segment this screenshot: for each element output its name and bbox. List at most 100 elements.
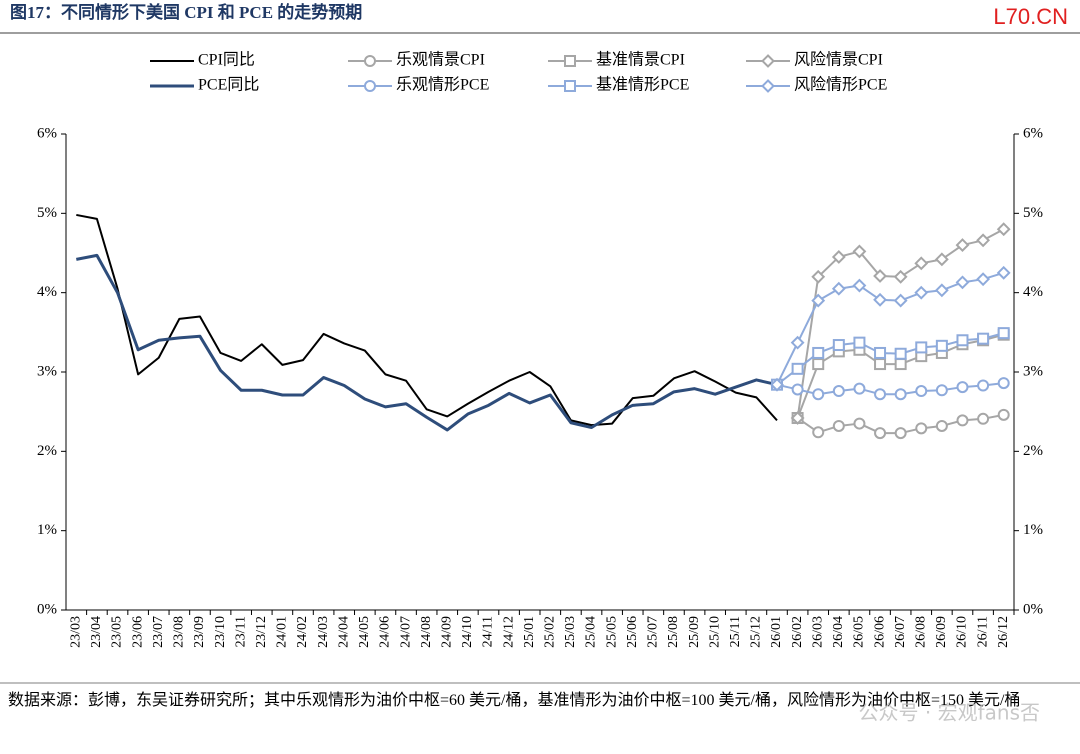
point (853, 336, 866, 349)
x-tick-label: 24/10 (460, 616, 475, 648)
point (873, 269, 887, 283)
point (874, 388, 887, 401)
x-tick-label: 23/06 (130, 616, 145, 648)
point (832, 419, 845, 432)
y-tick-label: 4% (37, 284, 57, 300)
point (893, 293, 908, 308)
x-tick-label: 25/07 (646, 616, 661, 648)
point (997, 327, 1010, 340)
point (977, 412, 990, 425)
legend-marker (364, 55, 376, 67)
x-tick-label: 24/05 (357, 616, 372, 648)
x-tick-label: 25/01 (522, 616, 537, 648)
x-tick-label: 26/08 (913, 616, 928, 648)
point (790, 335, 805, 350)
point (831, 281, 846, 296)
point (832, 385, 845, 398)
point (811, 293, 826, 308)
y-tick-label: 1% (37, 522, 57, 538)
x-tick-label: 24/02 (295, 616, 310, 648)
x-tick-label: 24/03 (316, 616, 331, 648)
series-line (76, 213, 778, 427)
source-box: 数据来源：彭博，东吴证券研究所；其中乐观情形为油价中枢=60 美元/桶，基准情形… (8, 692, 1020, 709)
legend-label: 基准情形PCE (596, 76, 689, 94)
point (956, 414, 969, 427)
x-tick-label: 24/12 (501, 616, 516, 648)
point (976, 233, 991, 248)
legend-marker (564, 55, 576, 67)
watermark: 公众号 · 宏观fans否 (859, 701, 1040, 725)
y-tick-label: 5% (37, 205, 57, 221)
point (935, 384, 948, 397)
point (934, 283, 949, 298)
point (915, 385, 928, 398)
point (894, 427, 907, 440)
x-tick-label: 25/06 (625, 616, 640, 648)
x-tick-label: 23/05 (110, 616, 125, 648)
legend-marker (364, 80, 376, 92)
point (770, 377, 784, 392)
y2-tick-label: 4% (1023, 284, 1043, 300)
point (852, 244, 867, 259)
point (914, 256, 929, 271)
x-tick-label: 26/01 (769, 616, 784, 648)
x-tick-label: 26/07 (893, 616, 908, 648)
series-line (796, 333, 1004, 419)
legend-label: PCE同比 (198, 76, 259, 94)
y2-tick-label: 2% (1023, 443, 1043, 459)
x-tick-label: 23/07 (151, 616, 166, 648)
x-tick-label: 25/11 (728, 616, 743, 647)
legend-label: 乐观情形PCE (396, 76, 489, 94)
y2-tick-label: 0% (1023, 601, 1043, 617)
y-tick-label: 2% (37, 443, 57, 459)
point (874, 427, 887, 440)
x-tick-label: 25/08 (666, 616, 681, 648)
legend-marker (564, 80, 576, 92)
x-tick-label: 25/09 (687, 616, 702, 648)
point (914, 285, 929, 300)
y-tick-label: 0% (37, 601, 57, 617)
legend-marker (761, 54, 775, 68)
y-tick-label: 6% (37, 125, 57, 141)
x-tick-label: 26/09 (934, 616, 949, 648)
point (832, 339, 845, 352)
x-tick-label: 26/06 (872, 616, 887, 648)
legend-label: CPI同比 (198, 51, 255, 69)
point (893, 269, 908, 284)
x-tick-label: 25/05 (604, 616, 619, 648)
point (874, 346, 887, 359)
point (996, 222, 1011, 237)
point (996, 265, 1011, 280)
point (812, 358, 825, 371)
y2-tick-label: 1% (1023, 522, 1043, 538)
x-tick-label: 24/08 (419, 616, 434, 648)
legend-label: 基准情景CPI (596, 51, 685, 69)
series-line (776, 332, 1004, 386)
y2-tick-label: 5% (1023, 205, 1043, 221)
point (853, 417, 866, 430)
point (977, 332, 990, 345)
point (853, 382, 866, 395)
point (956, 381, 969, 394)
x-tick-label: 25/04 (584, 616, 599, 648)
x-tick-label: 23/03 (69, 616, 84, 648)
point (955, 275, 970, 290)
x-tick-label: 25/03 (563, 616, 578, 648)
point (894, 388, 907, 401)
point (831, 250, 846, 264)
point (956, 334, 969, 347)
point (935, 339, 948, 352)
x-tick-label: 24/01 (275, 616, 290, 648)
x-tick-label: 26/11 (975, 616, 990, 647)
point (791, 383, 804, 396)
point (915, 341, 928, 354)
x-tick-label: 23/10 (213, 616, 228, 648)
point (812, 346, 825, 359)
point (811, 269, 826, 284)
point (894, 358, 907, 371)
series-line (76, 253, 778, 432)
legend-marker (761, 79, 775, 93)
x-tick-label: 23/09 (192, 616, 207, 648)
x-tick-label: 24/04 (336, 616, 351, 648)
point (812, 388, 825, 401)
